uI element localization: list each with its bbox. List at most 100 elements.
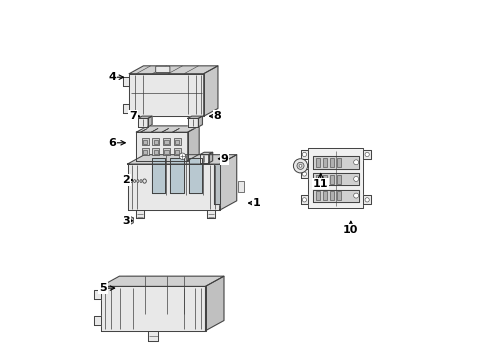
Bar — [163, 148, 170, 155]
Polygon shape — [187, 126, 199, 161]
Bar — [152, 138, 159, 145]
Ellipse shape — [130, 180, 132, 183]
Polygon shape — [208, 152, 212, 163]
Polygon shape — [94, 316, 101, 325]
Bar — [153, 149, 158, 154]
Ellipse shape — [142, 179, 146, 183]
Bar — [143, 149, 147, 154]
Circle shape — [353, 160, 358, 165]
Bar — [142, 138, 148, 145]
Bar — [164, 149, 168, 154]
Polygon shape — [200, 154, 208, 163]
Polygon shape — [122, 77, 129, 86]
Bar — [329, 175, 333, 184]
Bar — [175, 140, 179, 144]
Circle shape — [364, 198, 368, 202]
Circle shape — [179, 153, 185, 159]
Circle shape — [353, 193, 358, 198]
Polygon shape — [198, 116, 202, 127]
Polygon shape — [101, 276, 224, 286]
Bar — [337, 175, 340, 184]
Bar — [329, 158, 333, 167]
Polygon shape — [187, 116, 202, 118]
Bar — [238, 181, 244, 192]
Polygon shape — [203, 66, 218, 116]
Bar — [142, 148, 148, 155]
Bar — [153, 140, 158, 144]
Polygon shape — [205, 276, 224, 330]
Bar — [323, 158, 326, 167]
Bar — [143, 140, 147, 144]
Polygon shape — [187, 118, 198, 127]
Circle shape — [299, 165, 301, 167]
Bar — [175, 149, 179, 154]
Polygon shape — [300, 150, 307, 159]
Polygon shape — [138, 118, 148, 127]
Circle shape — [302, 198, 306, 202]
Circle shape — [126, 218, 132, 223]
Polygon shape — [125, 216, 133, 225]
Polygon shape — [307, 148, 363, 208]
Bar — [323, 175, 326, 184]
Bar — [152, 148, 159, 155]
Polygon shape — [136, 126, 199, 132]
Bar — [323, 192, 326, 200]
Polygon shape — [312, 190, 358, 202]
Bar — [315, 192, 319, 200]
Polygon shape — [127, 164, 219, 210]
Polygon shape — [136, 210, 144, 218]
Polygon shape — [136, 132, 187, 161]
Text: 11: 11 — [312, 179, 328, 189]
Circle shape — [302, 152, 306, 157]
Text: 9: 9 — [220, 154, 228, 164]
Text: 10: 10 — [343, 225, 358, 235]
Text: 4: 4 — [108, 72, 116, 82]
Polygon shape — [363, 195, 370, 204]
Polygon shape — [200, 152, 212, 154]
Polygon shape — [170, 158, 183, 193]
Text: 2: 2 — [122, 175, 130, 185]
Polygon shape — [94, 290, 101, 299]
Polygon shape — [129, 66, 218, 74]
Bar — [337, 158, 340, 167]
Text: 7: 7 — [129, 111, 137, 121]
Polygon shape — [300, 169, 307, 178]
Polygon shape — [125, 276, 217, 314]
Polygon shape — [207, 210, 215, 218]
Polygon shape — [138, 116, 152, 118]
Circle shape — [302, 172, 306, 176]
Polygon shape — [107, 314, 217, 324]
Polygon shape — [219, 155, 236, 210]
Polygon shape — [148, 330, 158, 341]
Circle shape — [364, 152, 368, 157]
Polygon shape — [101, 286, 205, 330]
Polygon shape — [188, 158, 202, 193]
Ellipse shape — [133, 180, 135, 183]
Polygon shape — [127, 155, 236, 164]
Text: 3: 3 — [122, 216, 130, 226]
Bar — [163, 138, 170, 145]
Bar — [173, 138, 181, 145]
FancyBboxPatch shape — [155, 66, 169, 73]
Polygon shape — [312, 156, 358, 168]
Ellipse shape — [140, 180, 142, 183]
Bar — [173, 148, 181, 155]
Circle shape — [123, 177, 130, 185]
Polygon shape — [152, 158, 165, 193]
Circle shape — [296, 162, 304, 169]
Polygon shape — [148, 116, 152, 127]
Polygon shape — [129, 74, 203, 116]
Bar — [315, 158, 319, 167]
Bar — [329, 192, 333, 200]
Circle shape — [353, 176, 358, 181]
Bar — [337, 192, 340, 200]
Circle shape — [293, 159, 307, 173]
Polygon shape — [300, 195, 307, 204]
Polygon shape — [122, 104, 129, 113]
Polygon shape — [312, 173, 358, 185]
Polygon shape — [150, 155, 230, 195]
Polygon shape — [214, 164, 219, 204]
Text: 6: 6 — [108, 138, 116, 148]
Polygon shape — [363, 150, 370, 159]
Polygon shape — [133, 195, 230, 204]
